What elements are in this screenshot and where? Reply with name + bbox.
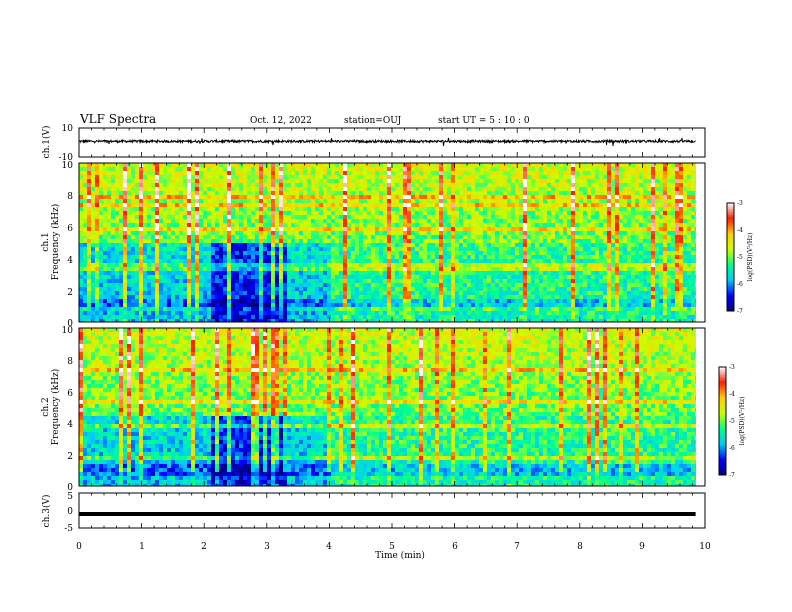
ch2-colorbar-frame: [718, 366, 727, 476]
x-tick-label-7: 7: [514, 542, 520, 552]
ch1-colorbar-label: log(PSD)(V²/Hz): [747, 233, 754, 282]
ch1-ytick-bottom: -10: [59, 153, 74, 163]
ch1-waveform-panel: 10 -10 ch.1(V): [41, 124, 706, 163]
ch2-colorbar-tick-top: -3: [729, 364, 735, 371]
ch2-ytick-0: 0: [67, 483, 73, 493]
ch2-spectrogram-image: [79, 328, 696, 487]
ch2-colorbar-tick-2: -4: [729, 391, 735, 398]
ch1-ytick-0: 0: [67, 319, 73, 329]
ch1-colorbar-tick-3: -5: [737, 254, 743, 261]
ch1-waveform-ylabel: ch.1(V): [41, 126, 52, 159]
x-axis-tick-labels: 0 1 2 3 4 5 6 7 8 9 10: [76, 542, 711, 552]
ch2-spectrogram-ylabel-channel: ch.2: [41, 397, 51, 416]
ch2-spectrogram-ylabel-frequency: Frequency (kHz): [50, 369, 61, 446]
ch3-ytick-bottom: -5: [64, 524, 73, 534]
ch3-ytick-middle: 0: [67, 507, 73, 517]
ch1-colorbar-tick-bottom: -7: [737, 308, 743, 315]
ch1-colorbar-tick-2: -4: [737, 227, 743, 234]
ch2-ytick-6: 6: [67, 389, 73, 399]
x-tick-label-9: 9: [639, 542, 645, 552]
ch1-ytick-8: 8: [67, 192, 73, 202]
x-axis-ticks: [78, 128, 706, 528]
ch1-ytick-2: 2: [67, 288, 73, 298]
ch2-colorbar-gradient: [719, 367, 726, 476]
ch2-ytick-10: 10: [62, 326, 74, 336]
ch3-waveform-panel: 5 0 -5 ch.3(V): [41, 492, 706, 534]
ch2-colorbar-tick-3: -5: [729, 418, 735, 425]
ch3-ytick-top: 5: [67, 492, 73, 502]
x-tick-label-6: 6: [452, 542, 458, 552]
ch1-spectrogram-ylabel-frequency: Frequency (kHz): [50, 204, 61, 281]
ch1-colorbar-tick-4: -6: [737, 281, 743, 288]
ch2-ytick-8: 8: [67, 357, 73, 367]
ch1-spectrogram-panel: 0 2 4 6 8 10 ch.1 Frequency (kHz) -3 -4 …: [41, 161, 754, 329]
x-tick-label-0: 0: [76, 542, 82, 552]
ch1-ytick-top: 10: [62, 124, 74, 134]
ch2-ytick-2: 2: [67, 452, 73, 462]
ch2-ytick-4: 4: [67, 420, 73, 430]
ch1-ytick-6: 6: [67, 224, 73, 234]
ch2-spectrogram-panel: 0 2 4 6 8 10 ch.2 Frequency (kHz) -3 -4 …: [41, 326, 746, 493]
ch1-spectrogram-ylabel-channel: ch.1: [41, 232, 51, 251]
ch1-ytick-10: 10: [62, 161, 74, 171]
ch2-colorbar-tick-bottom: -7: [729, 472, 735, 479]
ch1-ytick-4: 4: [67, 256, 73, 266]
ch1-colorbar-frame: [726, 202, 735, 312]
station-label: station=OUJ: [344, 116, 402, 126]
x-axis-label: Time (min): [375, 550, 425, 561]
x-tick-label-5: 5: [389, 542, 395, 552]
ch1-colorbar-gradient: [727, 203, 734, 312]
x-tick-label-10: 10: [699, 542, 711, 552]
x-tick-label-1: 1: [139, 542, 145, 552]
ch3-waveform-ylabel: ch.3(V): [41, 495, 52, 528]
ch2-colorbar: -3 -4 -5 -6 -7 log(PSD)(V²/Hz): [718, 364, 746, 479]
ch1-spectrogram-image: [79, 163, 696, 323]
ch1-colorbar: -3 -4 -5 -6 -7 log(PSD)(V²/Hz): [726, 200, 754, 315]
ch2-colorbar-tick-4: -6: [729, 445, 735, 452]
ch2-colorbar-label: log(PSD)(V²/Hz): [739, 397, 746, 446]
ch3-waveform-frame: [78, 492, 706, 529]
x-tick-label-3: 3: [264, 542, 270, 552]
figure-title: VLF Spectra: [79, 112, 156, 126]
x-tick-label-2: 2: [201, 542, 207, 552]
x-tick-label-8: 8: [577, 542, 583, 552]
x-tick-label-4: 4: [326, 542, 332, 552]
ch1-colorbar-tick-top: -3: [737, 200, 743, 207]
start-time-label: start UT = 5 : 10 : 0: [438, 116, 530, 126]
ch1-waveform-trace: [79, 137, 696, 146]
date-label: Oct. 12, 2022: [250, 116, 312, 126]
